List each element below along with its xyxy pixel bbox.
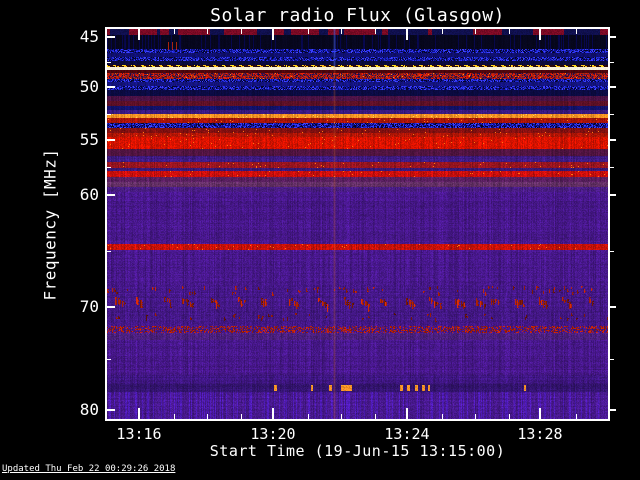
x-axis-title: Start Time (19-Jun-15 13:15:00)	[209, 442, 506, 460]
x-minor-tick-bottom	[441, 414, 443, 419]
x-minor-tick-top	[374, 29, 376, 34]
y-minor-tick-right	[610, 358, 614, 360]
y-tick-label: 50	[79, 77, 99, 97]
x-minor-tick-top	[341, 29, 343, 34]
x-minor-tick-top	[307, 29, 309, 34]
x-major-tick-bottom	[405, 408, 408, 419]
x-minor-tick-bottom	[508, 414, 510, 419]
y-minor-tick-left	[107, 250, 111, 252]
y-minor-tick-left	[107, 167, 111, 169]
x-minor-tick-bottom	[341, 414, 343, 419]
x-minor-tick-top	[441, 29, 443, 34]
y-minor-tick-left	[107, 62, 111, 64]
updated-link[interactable]: Updated Thu Feb 22 00:29:26 2018	[2, 464, 176, 474]
y-major-tick-left	[107, 86, 115, 89]
x-major-tick-bottom	[138, 408, 140, 419]
x-minor-tick-bottom	[374, 414, 376, 419]
x-minor-tick-bottom	[475, 414, 477, 419]
x-major-tick-top	[405, 29, 408, 40]
x-major-tick-bottom	[538, 408, 541, 419]
x-minor-tick-top	[508, 29, 510, 34]
spectrogram-canvas	[107, 29, 608, 419]
x-minor-tick-top	[207, 29, 209, 34]
x-minor-tick-bottom	[307, 414, 309, 419]
x-minor-tick-top	[475, 29, 477, 34]
y-major-tick-right	[610, 306, 616, 309]
y-tick-label: 45	[79, 27, 99, 47]
x-minor-tick-top	[173, 29, 175, 34]
y-major-tick-left	[107, 139, 115, 142]
y-major-tick-left	[107, 409, 115, 412]
y-minor-tick-right	[610, 250, 614, 252]
y-tick-label: 60	[79, 185, 99, 205]
y-major-tick-right	[610, 139, 616, 142]
x-tick-label: 13:28	[517, 425, 563, 443]
y-minor-tick-right	[610, 62, 614, 64]
x-minor-tick-bottom	[575, 414, 577, 419]
x-tick-label: 13:20	[250, 425, 296, 443]
y-minor-tick-right	[610, 167, 614, 169]
x-major-tick-top	[538, 29, 541, 40]
x-minor-tick-top	[240, 29, 242, 34]
y-major-tick-right	[610, 86, 616, 89]
y-tick-label: 80	[79, 400, 99, 420]
x-minor-tick-bottom	[240, 414, 242, 419]
y-tick-label: 55	[79, 130, 99, 150]
x-major-tick-top	[138, 29, 140, 40]
y-major-tick-right	[610, 409, 616, 412]
y-minor-tick-right	[610, 113, 614, 115]
x-minor-tick-bottom	[173, 414, 175, 419]
plot-area	[105, 27, 610, 421]
y-major-tick-left	[107, 36, 115, 39]
x-minor-tick-top	[575, 29, 577, 34]
y-axis-title-text: Frequency [MHz]	[40, 148, 60, 300]
y-minor-tick-left	[107, 113, 111, 115]
x-tick-label: 13:16	[116, 425, 162, 443]
y-major-tick-right	[610, 194, 616, 197]
y-minor-tick-left	[107, 358, 111, 360]
x-major-tick-top	[271, 29, 274, 40]
y-major-tick-right	[610, 36, 616, 39]
x-tick-label: 13:24	[384, 425, 430, 443]
y-major-tick-left	[107, 306, 115, 309]
y-major-tick-left	[107, 194, 115, 197]
y-tick-label: 70	[79, 297, 99, 317]
x-major-tick-bottom	[271, 408, 274, 419]
page-title: Solar radio Flux (Glasgow)	[210, 5, 505, 26]
x-minor-tick-bottom	[207, 414, 209, 419]
